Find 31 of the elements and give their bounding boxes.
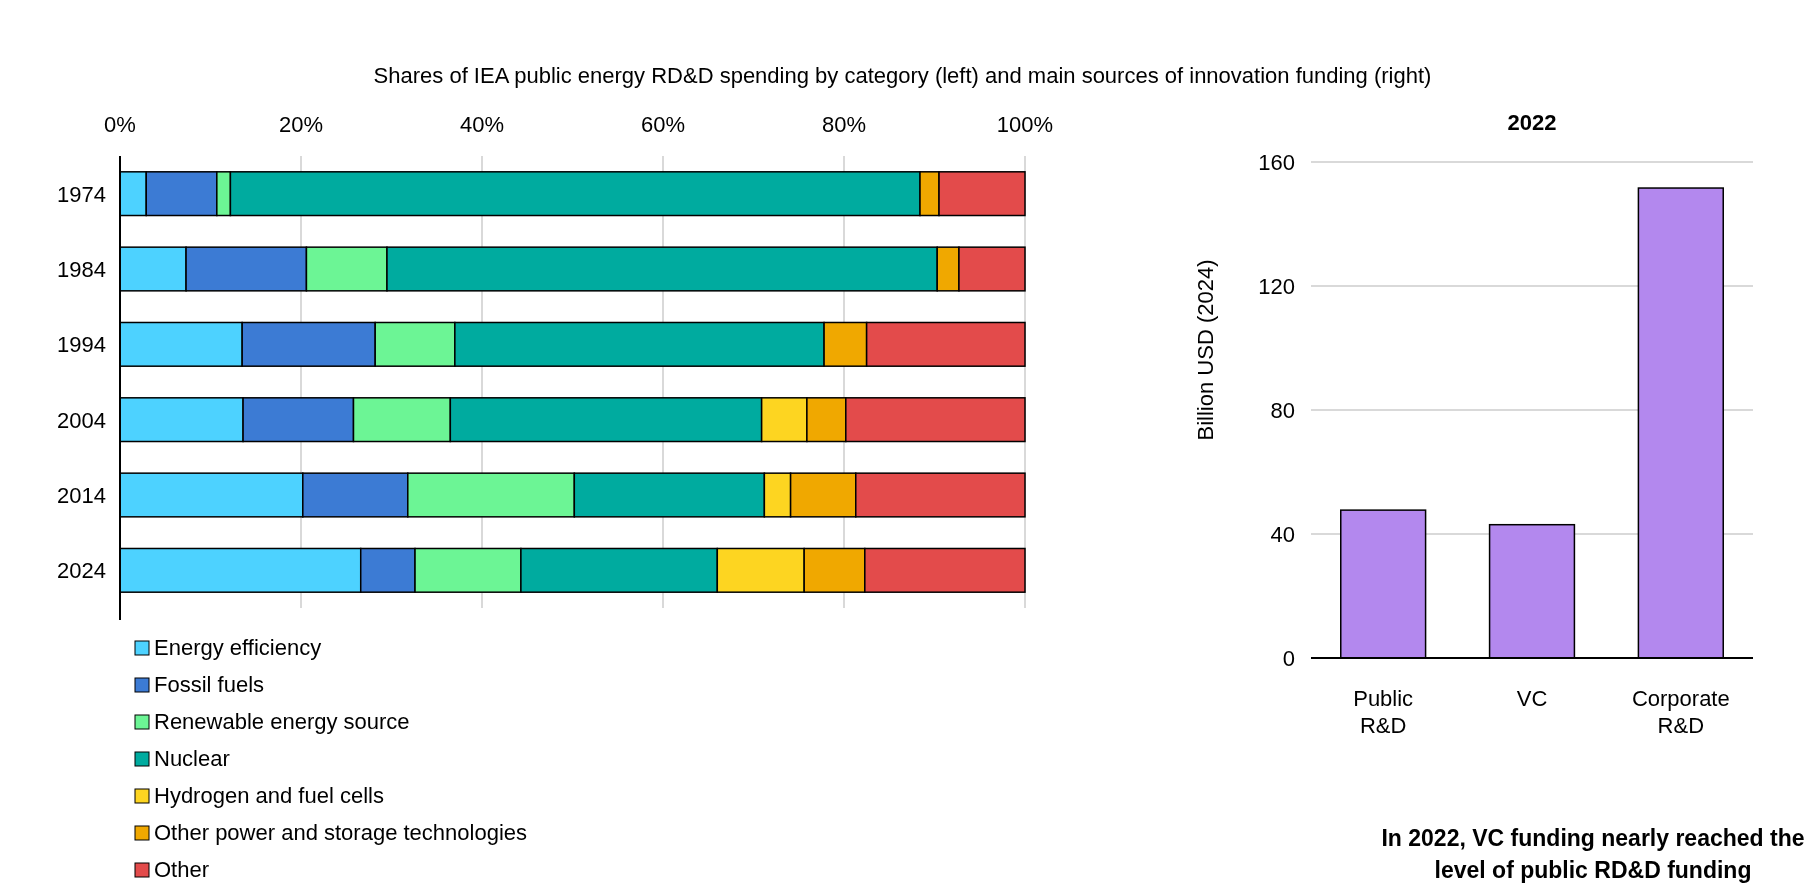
x-tick-label: Corporate R&D xyxy=(1631,686,1730,738)
y-tick-label: 1984 xyxy=(57,257,106,282)
y-tick-label: 2024 xyxy=(57,558,106,584)
x-tick-label: 100% xyxy=(996,112,1054,137)
legend-label: Nuclear xyxy=(154,746,230,771)
y-tick-label: 40 xyxy=(1270,522,1295,547)
y-tick-label: 1994 xyxy=(57,332,106,358)
y-tick-label: 0 xyxy=(1282,646,1295,671)
x-tick-label: 20% xyxy=(278,112,324,137)
y-tick-label: 2004 xyxy=(57,407,106,433)
y-tick-label: 2014 xyxy=(57,483,106,508)
chart-title: 2022 xyxy=(1507,110,1557,135)
text: In 2022, VC funding nearly reached the level of public RD&D funding xyxy=(1381,825,1805,883)
chart-title: Shares of IEA public energy RD&D spending by category (left) and main sources of innovation funding (right) xyxy=(373,63,1432,88)
y-axis-title: Billion USD (2024) xyxy=(1193,259,1218,441)
x-tick-label: Public R&D xyxy=(1353,686,1414,738)
legend-label: Fossil fuels xyxy=(154,672,265,697)
legend-label: Hydrogen and fuel cells xyxy=(154,783,384,808)
x-tick-label: 0% xyxy=(104,112,136,137)
legend-label: Renewable energy source xyxy=(154,709,410,734)
x-tick-label: 40% xyxy=(459,112,505,137)
x-tick-label: 60% xyxy=(640,112,686,137)
y-tick-label: 80 xyxy=(1270,398,1295,423)
y-tick-label: 1974 xyxy=(57,181,106,207)
legend-label: Other xyxy=(154,857,210,882)
legend-label: Other power and storage technologies xyxy=(154,820,528,845)
y-tick-label: 160 xyxy=(1258,150,1295,175)
x-tick-label: VC xyxy=(1516,686,1548,711)
x-tick-label: 80% xyxy=(821,112,867,137)
y-tick-label: 120 xyxy=(1258,274,1295,299)
legend-label: Energy efficiency xyxy=(154,635,322,660)
